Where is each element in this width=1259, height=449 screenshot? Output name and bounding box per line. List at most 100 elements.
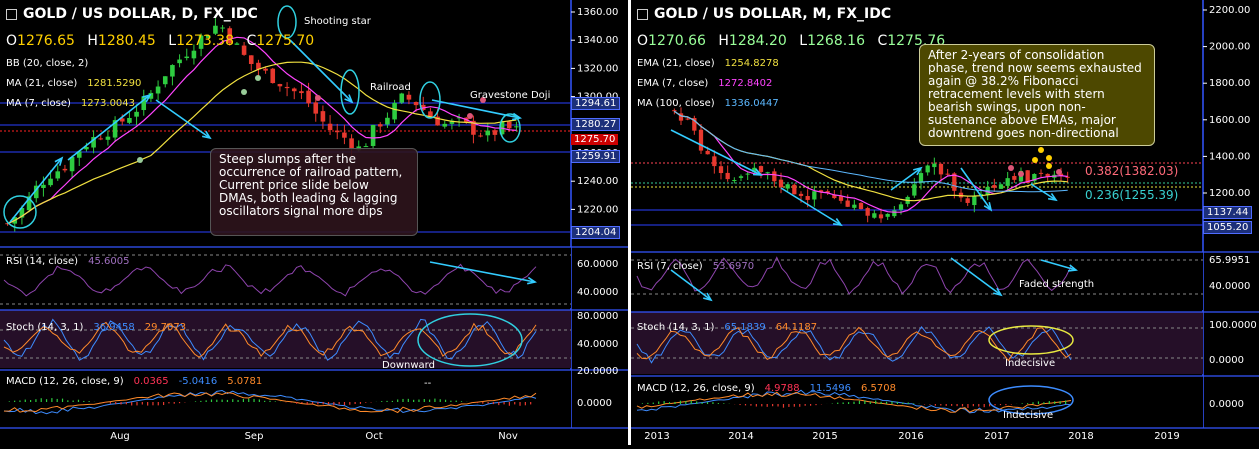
high-value: 1284.20 [728,33,787,49]
indicator-name: Stoch (14, 3, 1) [6,322,84,333]
bb-indicator-label[interactable]: BB (20, close, 2) [6,58,88,69]
candle-body [134,111,139,117]
candle-body [712,156,717,167]
candle-body [785,184,790,189]
price-axis-tick: 1320.00 [577,63,618,74]
marker-dot [1056,169,1062,175]
trend-arrow-head [993,287,1003,297]
ohlc-key: O [6,33,18,49]
candle-body [858,202,864,210]
title-text: GOLD / US DOLLAR, D, FX_IDC [23,6,258,22]
macd-label[interactable]: MACD (12, 26, close, 9) 0.0365 -5.0416 5.07… [6,376,262,387]
macd-label[interactable]: MACD (12, 26, close, 9) 4.9788 11.5496 6.57… [637,383,896,394]
candle-body [1005,178,1010,186]
candle-body [127,118,132,123]
price-axis-tick: 2200.00 [1209,5,1250,16]
candle-body [832,194,837,199]
title-text: GOLD / US DOLLAR, M, FX_IDC [654,6,892,22]
rsi-value: 45.6005 [88,256,130,267]
trend-arrow-head [54,156,64,166]
candle-body [248,55,254,65]
marker-dot [1032,157,1038,163]
candle-body [778,179,784,188]
candle-body [392,102,397,120]
candle-body [698,129,704,151]
time-axis-tick: Sep [245,431,264,442]
indicator-name: EMA (7, close) [637,78,709,89]
candle-body [938,163,944,175]
fib-236-label: 0.236(1255.39) [1085,188,1179,202]
marker-dot [467,113,473,119]
time-axis-tick: 2017 [984,431,1009,442]
monthly-chart-panel: 2200.00 2000.00 1800.00 1600.00 1400.00 1200.… [631,0,1259,445]
trend-arrow-head [527,276,538,285]
time-axis-tick: 2016 [898,431,923,442]
trend-arrow-line [670,129,762,176]
collapse-icon[interactable] [6,8,17,20]
candle-body [198,35,204,49]
trend-arrow-head [142,93,152,103]
rsi-label[interactable]: RSI (7, close) 53.6970 [637,261,754,272]
indicator-axis-tick: 60.0000 [577,259,618,270]
candle-body [932,163,937,168]
indicator-axis-tick: 20.0000 [577,366,618,377]
stoch-label[interactable]: Stoch (14, 3, 1) 36.9458 29.7073 [6,322,186,333]
trend-arrow-head [344,94,354,104]
ohlc-key: H [87,33,98,49]
candle-body [377,124,383,127]
ema7-indicator-label[interactable]: EMA (7, close) 1272.8402 [637,78,772,89]
candle-body [26,196,32,211]
high-value: 1280.45 [97,33,156,49]
trend-arrow-line [155,99,211,139]
marker-dot [1008,165,1014,171]
ema21-indicator-label[interactable]: EMA (21, close) 1254.8278 [637,58,779,69]
indicator-name: RSI (14, close) [6,256,79,267]
candle-body [148,92,154,99]
ma21-indicator-label[interactable]: MA (21, close) 1281.5290 [6,78,141,89]
indicator-axis-tick: 40.0000 [577,287,618,298]
highlight-ellipse [277,5,297,39]
candle-body [892,210,897,217]
candle-body [765,172,770,174]
candle-body [818,190,824,193]
indicator-name: MACD (12, 26, close, 9) [6,376,124,387]
candle-body [41,184,46,188]
fib-382-label: 0.382(1382.03) [1085,164,1179,178]
candle-body [772,171,777,182]
ma100-value: 1336.0447 [724,98,779,109]
trend-arrow-head [913,166,923,176]
candle-body [5,223,10,225]
candle-body [685,118,690,120]
stoch-pane-bg [0,310,571,368]
candle-body [758,166,764,172]
price-axis-tick: 1340.00 [577,35,618,46]
ohlc-key: C [246,33,257,49]
ma100-indicator-label[interactable]: MA (100, close) 1336.0447 [637,98,779,109]
macd-hist-value: 4.9788 [764,383,800,394]
candle-body [306,90,311,104]
marker-dot [480,97,486,103]
trend-arrow-head [703,292,713,302]
ohlc-key: O [637,33,649,49]
candle-body [1058,173,1064,176]
collapse-icon[interactable] [637,8,648,20]
time-axis-tick: 2015 [812,431,837,442]
highlight-ellipse [3,195,37,229]
candle-body [492,130,498,135]
candle-body [852,204,857,208]
candle-body [399,93,405,103]
macd-signal-line [3,392,537,414]
monthly-analysis-note: After 2-years of consolidation phase, tr… [919,44,1155,146]
monthly-chart-title: GOLD / US DOLLAR, M, FX_IDC [637,6,891,22]
ma7-indicator-label[interactable]: MA (7, close) 1273.0043 [6,98,135,109]
candle-body [177,59,182,64]
candle-body [69,156,75,172]
price-axis-tick: 1400.00 [1209,151,1250,162]
ma7-line [7,36,517,225]
rsi-line [3,263,537,297]
candle-body [234,43,240,45]
macd-pane-bg [631,376,1203,428]
stoch-label[interactable]: Stoch (14, 3, 1) 65.1839 64.1187 [637,322,817,333]
rsi-label[interactable]: RSI (14, close) 45.6005 [6,256,129,267]
price-tag-bb-lower: 1259.91 [571,150,621,163]
